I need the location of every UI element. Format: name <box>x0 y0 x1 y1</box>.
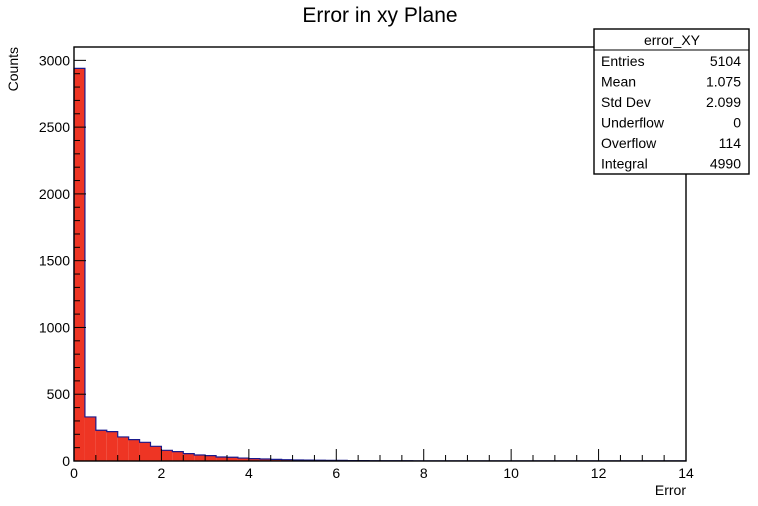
histogram-bar <box>259 458 271 461</box>
stats-label: Mean <box>601 74 636 90</box>
stats-value: 4990 <box>710 156 741 172</box>
histogram-bar <box>74 68 85 462</box>
y-tick-label: 3000 <box>39 52 70 68</box>
histogram-bar <box>194 454 206 461</box>
stats-value: 1.075 <box>706 74 741 90</box>
histogram-bar <box>227 457 238 461</box>
x-tick-label: 8 <box>420 465 428 481</box>
stats-box-frame <box>593 28 750 175</box>
stats-box: error_XY Entries 5104 Mean 1.075 Std Dev 2.09… <box>593 28 750 175</box>
histogram-bar <box>84 416 96 461</box>
stats-label: Overflow <box>601 135 657 151</box>
x-tick-label: 0 <box>70 465 78 481</box>
histogram-bar <box>161 450 173 461</box>
stats-label: Integral <box>601 156 648 172</box>
histogram-bar <box>139 442 151 461</box>
x-axis-title: Error <box>655 482 686 498</box>
stats-label: Entries <box>601 53 645 69</box>
histogram-bar <box>270 459 282 461</box>
x-tick-label: 14 <box>678 465 694 481</box>
x-tick-label: 2 <box>158 465 166 481</box>
x-tick-label: 10 <box>503 465 519 481</box>
histogram-bar <box>216 456 227 461</box>
stats-label: Underflow <box>601 115 665 131</box>
histogram-bar <box>128 439 140 461</box>
y-tick-label: 500 <box>47 386 71 402</box>
y-tick-label: 1500 <box>39 253 70 269</box>
stats-box-name: error_XY <box>644 32 701 48</box>
x-tick-label: 12 <box>591 465 607 481</box>
histogram-bar <box>172 451 184 461</box>
stats-value: 5104 <box>710 53 741 69</box>
histogram-bar <box>106 431 118 461</box>
stats-value: 114 <box>719 135 742 151</box>
y-axis-ticks: 0 500 1000 1500 2000 2500 3000 <box>39 46 86 469</box>
y-axis-title: Counts <box>5 47 21 91</box>
histogram-bar <box>248 458 260 461</box>
x-tick-label: 6 <box>332 465 340 481</box>
histogram-bar <box>150 446 162 461</box>
histogram-bar <box>237 458 249 461</box>
x-axis-ticks: 0 2 4 6 8 10 12 14 <box>70 449 694 481</box>
stats-label: Std Dev <box>601 94 651 110</box>
stats-value: 2.099 <box>706 94 741 110</box>
stats-box-rows: Entries 5104 Mean 1.075 Std Dev 2.099 Underflo… <box>601 53 741 172</box>
y-tick-label: 1000 <box>39 319 70 335</box>
y-tick-label: 2000 <box>39 186 70 202</box>
y-tick-label: 0 <box>62 453 70 469</box>
y-tick-label: 2500 <box>39 119 70 135</box>
histogram-bar <box>183 453 195 461</box>
histogram-bar <box>205 455 217 461</box>
histogram-bar <box>117 436 129 461</box>
histogram-bar <box>95 430 107 461</box>
x-tick-label: 4 <box>245 465 253 481</box>
stats-value: 0 <box>733 115 741 131</box>
chart-title: Error in xy Plane <box>302 4 457 27</box>
